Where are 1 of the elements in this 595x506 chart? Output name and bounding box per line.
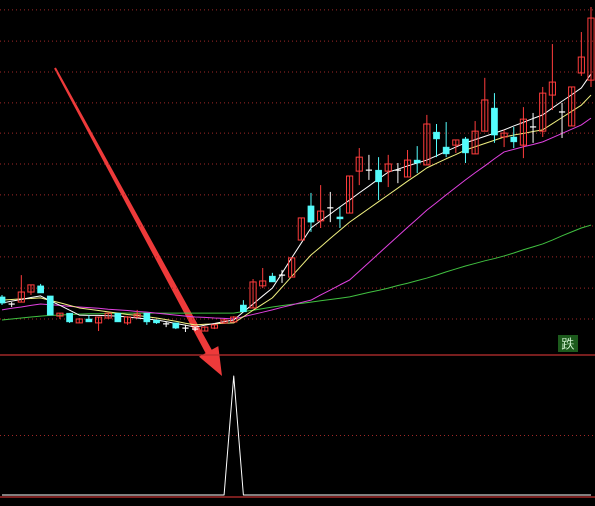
text: 跌 (562, 337, 574, 352)
